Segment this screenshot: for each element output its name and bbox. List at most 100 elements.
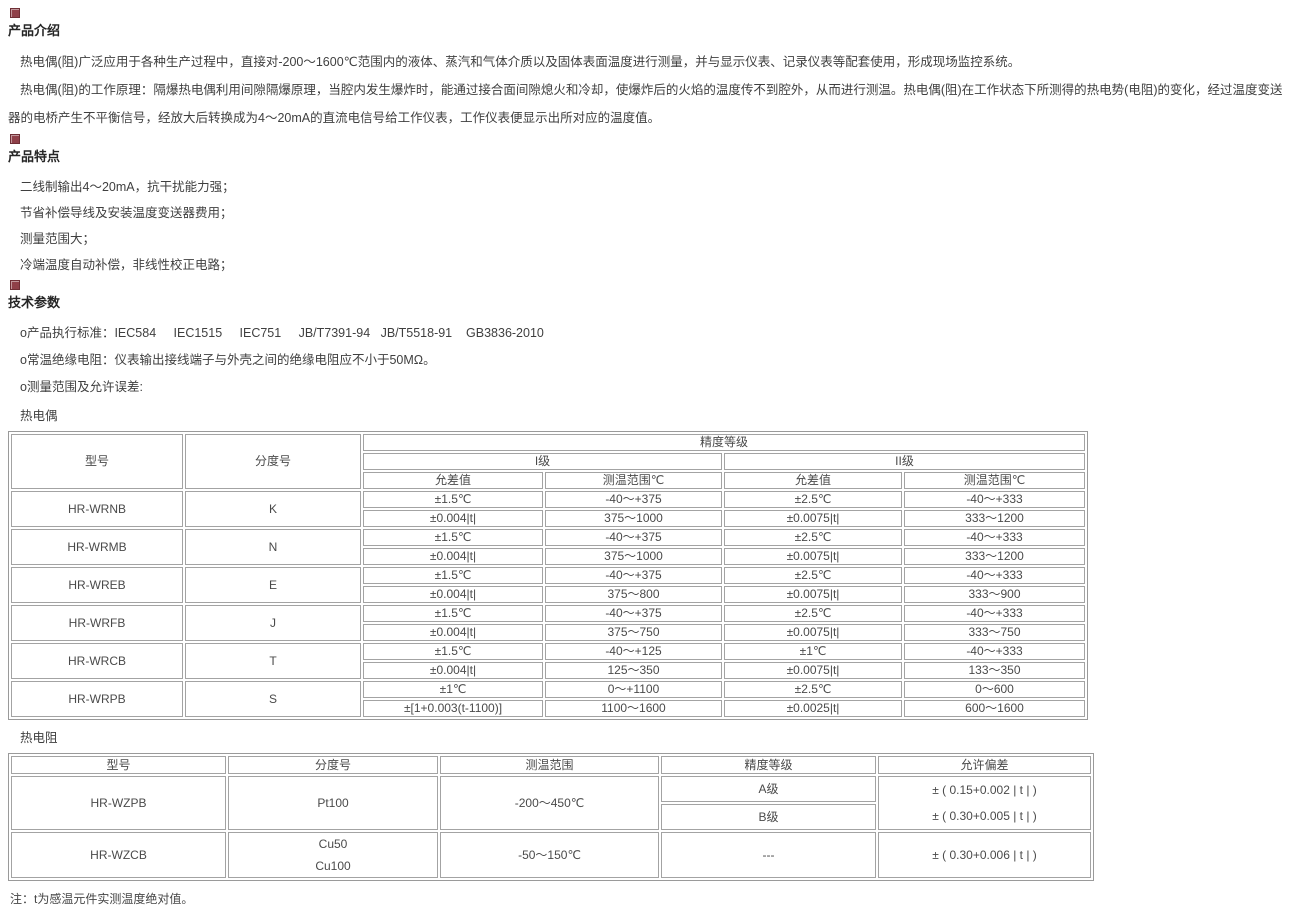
tc-cell: 333～1200 [904, 510, 1086, 527]
tc-cell: -40～+125 [545, 643, 722, 660]
tc-cell: ±1℃ [724, 643, 902, 660]
tc-model: HR-WRNB [11, 491, 183, 527]
intro-paragraph: 热电偶(阻)广泛应用于各种生产过程中，直接对-200～1600℃范围内的液体、蒸… [20, 55, 1021, 69]
rtd-class-a: A级 [661, 776, 876, 802]
tc-header-accuracy: 精度等级 [363, 434, 1086, 451]
rtd-deviation: ± ( 0.15+0.002 | t | ) ± ( 0.30+0.005 | … [878, 776, 1091, 830]
rtd-graduation-line: Cu50 [318, 837, 348, 851]
broken-image-icon [10, 8, 20, 18]
tc-cell: 375～800 [545, 586, 722, 603]
tc-header-tolerance: 允差值 [363, 472, 543, 489]
tc-cell: 1100～1600 [545, 700, 722, 717]
table-footnote: 注：t为感温元件实测温度绝对值。 [10, 892, 194, 906]
table-row: ±0.004|t| 375～1000 ±0.0075|t| 333～1200 [11, 548, 1086, 565]
tc-cell: ±0.0075|t| [724, 662, 902, 679]
tc-cell: 333～750 [904, 624, 1086, 641]
tc-cell: -40～+375 [545, 567, 722, 584]
tc-cell: ±0.004|t| [363, 662, 543, 679]
rtd-deviation-a: ± ( 0.15+0.002 | t | ) [932, 783, 1037, 797]
thermocouple-table: 型号 分度号 精度等级 I级 II级 允差值 测温范围℃ 允差值 测温范围℃ H… [8, 431, 1089, 720]
tc-header-range: 测温范围℃ [545, 472, 722, 489]
tc-graduation: S [185, 681, 361, 717]
tc-cell: ±2.5℃ [724, 529, 902, 546]
tc-model: HR-WREB [11, 567, 183, 603]
broken-image-icon [10, 134, 20, 144]
tc-cell: -40～+333 [904, 605, 1086, 622]
tc-graduation: E [185, 567, 361, 603]
rtd-model: HR-WZPB [11, 776, 226, 830]
param-item: o常温绝缘电阻：仪表输出接线端子与外壳之间的绝缘电阻应不小于50MΩ。 [20, 353, 436, 367]
table-row: HR-WRNB K ±1.5℃ -40～+375 ±2.5℃ -40～+333 [11, 491, 1086, 527]
rtd-range: -50～150℃ [440, 832, 659, 878]
table-row: ±0.004|t| 125～350 ±0.0075|t| 133～350 [11, 662, 1086, 679]
thermocouple-table-label: 热电偶 [20, 409, 58, 423]
tc-cell: ±0.004|t| [363, 510, 543, 527]
tc-cell: 333～1200 [904, 548, 1086, 565]
tc-model: HR-WRCB [11, 643, 183, 679]
tc-cell: -40～+333 [904, 643, 1086, 660]
feature-item: 冷端温度自动补偿，非线性校正电路； [20, 258, 233, 272]
tc-cell: ±1.5℃ [363, 491, 543, 508]
section-title-intro: 产品介绍 [8, 23, 61, 38]
tc-cell: 0～600 [904, 681, 1086, 698]
rtd-range: -200～450℃ [440, 776, 659, 830]
tc-graduation: K [185, 491, 361, 527]
tc-cell: -40～+375 [545, 529, 722, 546]
tc-cell: 0～+1100 [545, 681, 722, 698]
table-row: HR-WRFB J ±1.5℃ -40～+375 ±2.5℃ -40～+333 [11, 605, 1086, 641]
tc-cell: 375～1000 [545, 548, 722, 565]
param-item: o产品执行标准：IEC584 IEC1515 IEC751 JB/T7391-9… [20, 326, 544, 340]
table-row: B级 [11, 804, 1091, 830]
tc-cell: ±1.5℃ [363, 567, 543, 584]
tc-cell: 125～350 [545, 662, 722, 679]
rtd-header-range: 测温范围 [440, 756, 659, 774]
param-item: o测量范围及允许误差: [20, 380, 143, 394]
tc-header-graduation: 分度号 [185, 434, 361, 489]
tc-cell: ±2.5℃ [724, 491, 902, 508]
tc-header-class2: II级 [724, 453, 1086, 470]
tc-cell: ±1.5℃ [363, 529, 543, 546]
tc-cell: -40～+375 [545, 605, 722, 622]
tc-cell: -40～+375 [545, 491, 722, 508]
tc-cell: ±1℃ [363, 681, 543, 698]
rtd-graduation-line: Cu100 [315, 859, 351, 873]
feature-item: 二线制输出4～20mA，抗干扰能力强； [20, 180, 235, 194]
table-row: ±0.004|t| 375～800 ±0.0075|t| 333～900 [11, 586, 1086, 603]
table-row: ±0.004|t| 375～1000 ±0.0075|t| 333～1200 [11, 510, 1086, 527]
table-row: HR-WRPB S ±1℃ 0～+1100 ±2.5℃ 0～600 [11, 681, 1086, 717]
table-row: ±0.004|t| 375～750 ±0.0075|t| 333～750 [11, 624, 1086, 641]
rtd-graduation: Pt100 [228, 776, 438, 830]
tc-model: HR-WRFB [11, 605, 183, 641]
rtd-model: HR-WZCB [11, 832, 226, 878]
tc-model: HR-WRMB [11, 529, 183, 565]
table-row: ±[1+0.003(t-1100)] 1100～1600 ±0.0025|t| … [11, 700, 1086, 717]
rtd-table: 型号 分度号 测温范围 精度等级 允许偏差 HR-WZPB Pt100 -200… [8, 753, 1094, 881]
tc-cell: ±0.0075|t| [724, 510, 902, 527]
tc-cell: ±0.0075|t| [724, 548, 902, 565]
tc-graduation: J [185, 605, 361, 641]
tc-cell: -40～+333 [904, 567, 1086, 584]
tc-header-row: 允差值 测温范围℃ 允差值 测温范围℃ [11, 472, 1086, 489]
tc-cell: ±0.0075|t| [724, 624, 902, 641]
rtd-header-deviation: 允许偏差 [878, 756, 1091, 774]
rtd-class-b: B级 [661, 804, 876, 830]
tc-cell: ±0.0075|t| [724, 586, 902, 603]
rtd-deviation: ± ( 0.30+0.006 | t | ) [878, 832, 1091, 878]
tc-cell: 375～1000 [545, 510, 722, 527]
rtd-graduation: Cu50 Cu100 [228, 832, 438, 878]
tc-header-range: 测温范围℃ [904, 472, 1086, 489]
tc-cell: ±0.004|t| [363, 624, 543, 641]
tc-cell: ±[1+0.003(t-1100)] [363, 700, 543, 717]
tc-cell: ±1.5℃ [363, 643, 543, 660]
rtd-accuracy: --- [661, 832, 876, 878]
table-row: HR-WRCB T ±1.5℃ -40～+125 ±1℃ -40～+333 [11, 643, 1086, 679]
intro-paragraph: 热电偶(阻)的工作原理：隔爆热电偶利用间隙隔爆原理，当腔内发生爆炸时，能通过接合… [8, 83, 1283, 125]
tc-cell: 600～1600 [904, 700, 1086, 717]
tc-cell: ±2.5℃ [724, 605, 902, 622]
tc-header-model: 型号 [11, 434, 183, 489]
tc-cell: ±0.004|t| [363, 586, 543, 603]
tc-graduation: T [185, 643, 361, 679]
section-title-features: 产品特点 [8, 149, 61, 164]
tc-cell: ±0.0025|t| [724, 700, 902, 717]
